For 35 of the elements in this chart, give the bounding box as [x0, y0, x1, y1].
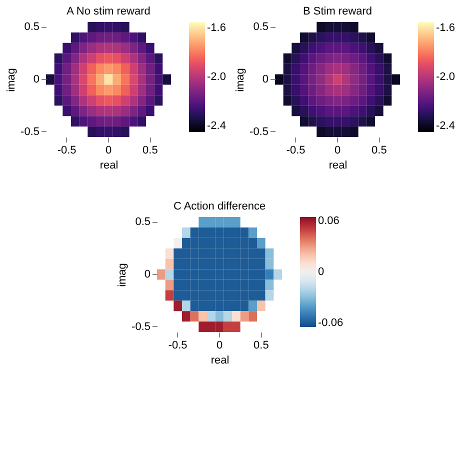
- x-tick-label: 0: [105, 144, 112, 156]
- chart-title: C Action difference: [173, 200, 266, 213]
- y-tick-label: 0: [144, 268, 150, 280]
- x-axis-title: real: [210, 354, 230, 366]
- color-bar-label: -2.4: [207, 120, 226, 132]
- color-bar-label: -0.06: [318, 316, 344, 329]
- color-bar-label: -2.4: [436, 120, 455, 132]
- x-tick-label: 0.5: [142, 144, 158, 156]
- color-bar-label: 0.06: [318, 215, 340, 228]
- y-axis-title: imag: [234, 68, 247, 92]
- y-tick-label: 0: [262, 74, 268, 86]
- y-axis-title: imag: [6, 68, 18, 92]
- chart-title: B Stim reward: [302, 6, 372, 18]
- chart-title: A No stim reward: [66, 6, 150, 18]
- y-tick-label: 0.5: [253, 21, 268, 34]
- x-tick-label: 0.5: [372, 144, 387, 156]
- x-axis-title: real: [100, 160, 118, 172]
- y-tick-label: 0.5: [135, 216, 150, 228]
- y-tick-label: -0.5: [250, 126, 268, 138]
- y-axis-title: imag: [116, 263, 129, 287]
- color-bar-label: -2.0: [207, 71, 226, 83]
- x-tick-label: 0: [334, 144, 341, 156]
- y-tick-label: -0.5: [132, 320, 150, 333]
- x-tick-label: -0.5: [168, 340, 188, 352]
- color-bar-label: -1.6: [436, 22, 455, 34]
- x-tick-label: -0.5: [286, 144, 306, 156]
- color-bar-label: -1.6: [207, 22, 226, 34]
- x-tick-label: 0: [216, 340, 223, 352]
- y-tick-label: 0.5: [24, 21, 40, 34]
- color-bar-label: -2.0: [436, 71, 455, 83]
- x-axis-title: real: [328, 160, 348, 172]
- color-bar-label: 0: [318, 266, 324, 278]
- y-tick-label: 0: [33, 74, 40, 86]
- y-tick-label: -0.5: [20, 126, 40, 138]
- x-tick-label: -0.5: [57, 144, 76, 156]
